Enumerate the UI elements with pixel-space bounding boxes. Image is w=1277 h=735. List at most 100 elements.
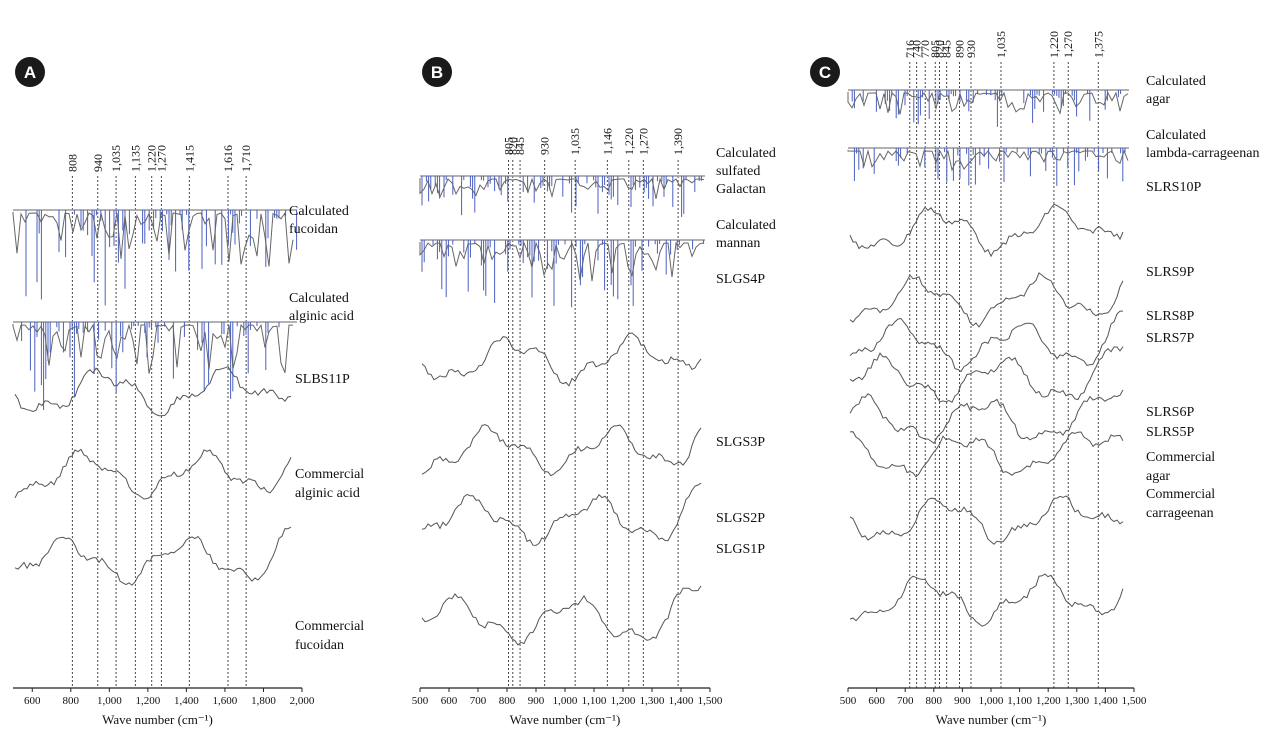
calculated-label: Galactan: [716, 182, 766, 197]
reference-label: 1,035: [109, 145, 123, 172]
x-tick-label: 800: [499, 695, 516, 707]
x-tick-label: 1,000: [979, 695, 1004, 707]
x-tick-label: 900: [954, 695, 971, 707]
calculated-spectrum: [419, 175, 705, 217]
calculated-spectrum: [12, 209, 298, 306]
spectrum-trace: [421, 585, 702, 646]
x-tick-label: 1,000: [553, 695, 578, 707]
x-tick-label: 1,100: [582, 695, 607, 707]
reference-label: 820: [506, 137, 520, 155]
series-label: Commercial: [295, 619, 364, 634]
series-label: Commercial: [295, 467, 364, 482]
spectrum-trace: [421, 332, 702, 387]
panel-label: C: [819, 63, 831, 82]
x-tick-label: 1,600: [213, 695, 238, 707]
reference-label: 1,270: [154, 145, 168, 172]
spectrum-trace: [421, 424, 702, 477]
spectrum-trace: [849, 346, 1124, 404]
reference-label: 930: [964, 40, 978, 58]
reference-label: 1,415: [182, 145, 196, 172]
calculated-envelope: [847, 149, 1129, 172]
x-tick-label: 1,200: [611, 695, 636, 707]
x-tick-label: 1,200: [1036, 695, 1061, 707]
panel-label: A: [24, 63, 36, 82]
reference-label: 1,220: [145, 145, 159, 172]
reference-label: 1,390: [671, 128, 685, 155]
reference-label: 1,135: [128, 145, 142, 172]
x-tick-label: 1,300: [1064, 695, 1089, 707]
spectrum-trace: [849, 573, 1124, 627]
series-label: Commercial: [1146, 487, 1215, 502]
calculated-label: agar: [1146, 92, 1170, 107]
x-axis-title: Wave number (cm⁻¹): [102, 712, 213, 727]
x-tick-label: 700: [897, 695, 914, 707]
x-tick-label: 500: [412, 695, 429, 707]
panel-badge: [422, 57, 452, 87]
x-tick-label: 800: [926, 695, 943, 707]
x-tick-label: 500: [840, 695, 857, 707]
reference-label: 716: [903, 40, 917, 58]
calculated-label: sulfated: [716, 164, 760, 179]
x-tick-label: 1,800: [251, 695, 276, 707]
calculated-label: Calculated: [716, 146, 776, 161]
calculated-label: Calculated: [1146, 74, 1206, 89]
calculated-spectrum: [847, 147, 1129, 186]
spectrum-trace: [14, 366, 292, 417]
calculated-label: lambda-carrageenan: [1146, 146, 1259, 161]
series-label: SLGS1P: [716, 542, 765, 557]
reference-label: 1,270: [1061, 31, 1075, 58]
series-label: SLRS5P: [1146, 425, 1194, 440]
calculated-label: Calculated: [716, 218, 776, 233]
series-label: SLRS10P: [1146, 180, 1201, 195]
spectrum-trace: [849, 272, 1124, 328]
series-label: fucoidan: [295, 638, 344, 653]
calculated-envelope: [419, 241, 705, 282]
calculated-label: Calculated: [289, 291, 349, 306]
x-tick-label: 900: [528, 695, 545, 707]
reference-label: 1,035: [568, 128, 582, 155]
reference-label: 808: [65, 154, 79, 172]
series-label: SLRS7P: [1146, 331, 1194, 346]
x-tick-label: 1,500: [698, 695, 723, 707]
series-label: SLRS6P: [1146, 405, 1194, 420]
x-tick-label: 2,000: [290, 695, 315, 707]
series-label: SLRS8P: [1146, 309, 1194, 324]
spectrum-trace: [421, 482, 702, 546]
calculated-envelope: [12, 323, 294, 374]
reference-label: 930: [538, 137, 552, 155]
calculated-label: mannan: [716, 236, 760, 251]
x-axis-title: Wave number (cm⁻¹): [936, 712, 1047, 727]
panel-badge: [15, 57, 45, 87]
calculated-label: Calculated: [289, 204, 349, 219]
reference-label: 1,270: [636, 128, 650, 155]
panel-a: A 600 800 1,000 1,200 1,400 1,600 1,800 2,000 Wav…: [12, 57, 364, 727]
series-label: SLGS3P: [716, 435, 765, 450]
spectrum-trace: [849, 495, 1124, 545]
series-label: SLRS9P: [1146, 265, 1194, 280]
series-label: carrageenan: [1146, 506, 1214, 521]
x-tick-label: 600: [24, 695, 41, 707]
spectrum-trace: [849, 431, 1124, 478]
x-tick-label: 1,400: [174, 695, 199, 707]
panel-c: C 500 600 700 800 900 1,000 1,100 1,200 1,300 1,40…: [810, 31, 1259, 727]
reference-label: 820: [933, 40, 947, 58]
reference-label: 805: [928, 40, 942, 58]
reference-label: 1,220: [1047, 31, 1061, 58]
calculated-spectrum: [12, 321, 297, 410]
calculated-envelope: [419, 177, 705, 199]
panel-badge: [810, 57, 840, 87]
x-tick-label: 1,300: [640, 695, 665, 707]
x-tick-label: 600: [441, 695, 458, 707]
spectrum-trace: [849, 310, 1123, 373]
calculated-label: fucoidan: [289, 222, 338, 237]
series-label: SLBS11P: [295, 372, 350, 387]
reference-label: 1,375: [1091, 31, 1105, 58]
x-tick-label: 700: [470, 695, 487, 707]
series-label: alginic acid: [295, 486, 360, 501]
reference-label: 1,220: [622, 128, 636, 155]
series-label: agar: [1146, 469, 1170, 484]
reference-label: 1,035: [994, 31, 1008, 58]
calculated-envelope: [12, 211, 294, 267]
calculated-spectrum: [419, 239, 705, 308]
calculated-envelope: [847, 91, 1129, 115]
